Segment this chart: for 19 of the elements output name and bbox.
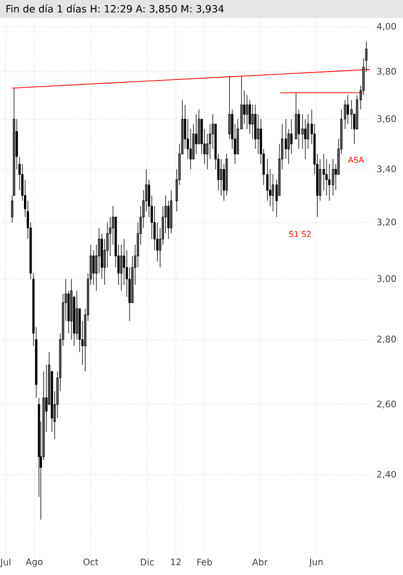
- candlestick: [304, 118, 306, 160]
- y-tick-label: 3,20: [377, 218, 396, 226]
- x-tick-label: Abr: [252, 558, 268, 566]
- y-tick-label: 3,40: [377, 165, 396, 174]
- y-tick-label: 2,60: [377, 400, 396, 408]
- x-tick-label: Jun: [308, 558, 323, 567]
- x-tick-label: Jul: [0, 558, 10, 568]
- x-tick-label: Feb: [197, 558, 212, 566]
- x-tick-label: Oct: [84, 558, 98, 566]
- x-tick-label: Ago: [26, 558, 43, 567]
- y-tick-label: 3,60: [377, 115, 396, 123]
- y-tick-label: 2,40: [377, 470, 396, 479]
- chart-title: Fin de día 1 días H: 12:29 A: 3,850 M: 3,934: [6, 4, 224, 14]
- y-tick-label: 3,00: [377, 275, 396, 283]
- x-tick-label: Dic: [140, 558, 154, 566]
- y-tick-label: 2,80: [377, 336, 396, 344]
- y-tick-label: 3,80: [377, 68, 396, 76]
- x-tick-label: 12: [171, 558, 181, 566]
- y-tick-label: 4,00: [376, 22, 396, 31]
